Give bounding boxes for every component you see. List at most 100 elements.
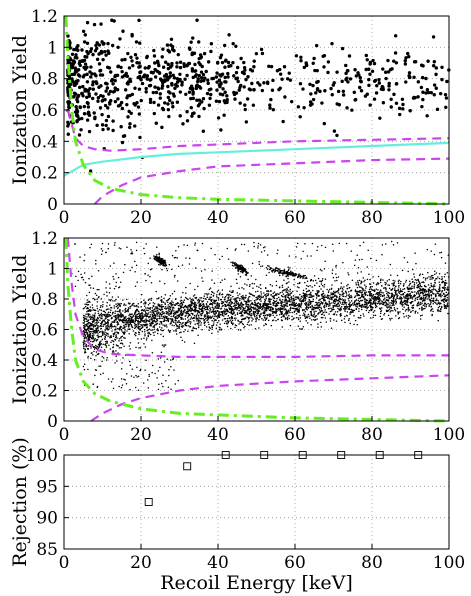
data-point bbox=[185, 286, 187, 289]
data-point bbox=[380, 302, 382, 305]
data-point bbox=[135, 317, 137, 320]
data-point bbox=[259, 298, 262, 300]
data-point bbox=[345, 76, 349, 80]
data-point bbox=[100, 346, 103, 348]
data-point bbox=[380, 310, 383, 312]
data-point bbox=[175, 65, 179, 69]
data-point bbox=[161, 329, 163, 332]
data-point bbox=[248, 296, 250, 298]
data-point bbox=[361, 308, 363, 311]
data-point bbox=[76, 48, 80, 52]
data-point bbox=[327, 297, 329, 300]
data-point bbox=[437, 306, 440, 309]
data-point bbox=[305, 319, 307, 322]
data-point bbox=[316, 79, 320, 84]
data-point bbox=[399, 282, 402, 285]
data-point bbox=[91, 83, 95, 87]
data-point bbox=[189, 323, 192, 325]
data-point bbox=[92, 328, 94, 330]
data-point bbox=[105, 322, 108, 324]
data-point bbox=[280, 294, 283, 297]
data-point bbox=[418, 293, 420, 295]
data-point bbox=[67, 105, 71, 109]
data-point bbox=[428, 295, 431, 298]
data-point bbox=[410, 295, 412, 298]
data-point bbox=[229, 319, 232, 321]
data-point bbox=[385, 306, 388, 308]
data-point bbox=[319, 311, 321, 314]
data-point bbox=[289, 300, 291, 303]
data-point bbox=[424, 293, 427, 296]
data-point bbox=[255, 320, 257, 323]
data-point bbox=[161, 301, 163, 303]
data-point bbox=[406, 299, 409, 301]
data-point bbox=[86, 332, 89, 334]
data-point bbox=[424, 297, 427, 300]
data-point bbox=[202, 307, 204, 310]
data-point bbox=[393, 289, 396, 292]
data-point bbox=[240, 318, 243, 321]
data-point bbox=[206, 312, 209, 314]
data-point bbox=[196, 317, 199, 320]
data-point bbox=[97, 329, 100, 332]
data-point bbox=[211, 328, 213, 330]
data-point bbox=[138, 331, 141, 334]
data-point bbox=[237, 319, 239, 321]
data-point bbox=[240, 302, 242, 305]
data-point bbox=[215, 71, 219, 75]
data-point bbox=[248, 285, 251, 288]
data-point bbox=[91, 318, 93, 320]
data-point bbox=[180, 80, 184, 84]
data-point bbox=[227, 314, 230, 317]
data-point bbox=[148, 97, 153, 102]
data-point bbox=[132, 330, 135, 332]
data-point bbox=[149, 302, 151, 305]
data-point bbox=[407, 54, 411, 59]
data-point bbox=[367, 67, 371, 71]
data-point bbox=[230, 300, 232, 302]
data-point bbox=[394, 293, 397, 295]
data-point bbox=[346, 287, 349, 290]
data-point bbox=[230, 316, 233, 318]
data-point bbox=[337, 276, 340, 278]
data-point bbox=[160, 329, 162, 331]
data-point bbox=[103, 338, 106, 340]
data-point bbox=[181, 312, 184, 315]
data-point bbox=[426, 90, 431, 95]
data-point bbox=[134, 334, 137, 337]
data-point bbox=[214, 302, 216, 305]
data-point bbox=[286, 318, 289, 321]
data-point bbox=[301, 87, 305, 91]
data-point bbox=[115, 303, 117, 305]
data-point bbox=[107, 51, 111, 55]
data-point bbox=[371, 58, 375, 63]
data-point bbox=[101, 94, 105, 99]
data-point bbox=[247, 308, 249, 311]
data-point bbox=[173, 310, 175, 312]
data-point bbox=[262, 296, 264, 299]
data-point bbox=[171, 73, 175, 78]
data-point bbox=[100, 325, 103, 327]
data-point bbox=[322, 302, 324, 304]
data-point bbox=[246, 306, 249, 309]
data-point bbox=[275, 309, 277, 311]
data-point bbox=[424, 279, 427, 281]
data-point bbox=[302, 289, 305, 292]
data-point bbox=[311, 319, 313, 321]
data-point bbox=[120, 328, 123, 331]
data-point bbox=[130, 325, 133, 327]
data-point bbox=[377, 78, 381, 82]
data-point bbox=[193, 69, 197, 73]
data-point bbox=[443, 288, 446, 290]
data-point bbox=[338, 295, 341, 298]
data-point bbox=[136, 313, 138, 316]
data-point bbox=[239, 320, 241, 323]
data-point bbox=[330, 293, 333, 296]
panel-top-ylabel: Ionization Yield bbox=[9, 35, 31, 185]
data-point bbox=[396, 297, 398, 300]
data-point bbox=[207, 305, 209, 307]
data-point bbox=[370, 288, 373, 290]
data-point bbox=[326, 70, 330, 75]
data-point bbox=[166, 307, 168, 309]
data-point bbox=[393, 294, 396, 297]
